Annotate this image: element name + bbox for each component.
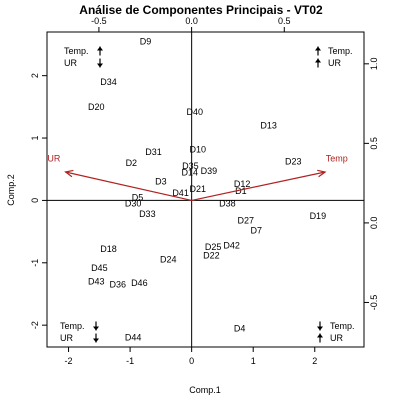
plot-frame: [46, 31, 365, 348]
point-label: D5: [132, 192, 144, 202]
loading-arrow: [191, 171, 326, 202]
corner-label: UR: [328, 58, 341, 68]
point-label: D36: [110, 280, 127, 290]
loading-label: UR: [47, 153, 60, 163]
axis-ticks: -2 -1 0 1 2 -2 -1 0 1 2 -0.5 0.0 0.5 -0.5 0.0 0.5 1.0: [30, 16, 379, 366]
arrow-up-icon: [317, 333, 323, 338]
right-tick-label: 0.0: [369, 217, 379, 230]
point-label: D44: [125, 333, 142, 343]
point-label: D27: [238, 215, 255, 225]
right-tick-label: 0.5: [369, 137, 379, 150]
loading-arrowhead: [64, 169, 74, 178]
x-tick-label: -1: [126, 356, 134, 366]
point-label: D24: [160, 255, 177, 265]
point-label: D2: [126, 158, 138, 168]
zero-reference-lines: [47, 32, 364, 347]
point-label: D30: [125, 199, 142, 209]
point-label: D38: [219, 199, 236, 209]
arrow-down-icon: [97, 63, 103, 68]
point-label: D43: [88, 277, 105, 287]
point-label: D3: [155, 177, 167, 187]
corner-label: Temp.: [330, 321, 355, 331]
point-label: D1: [235, 186, 247, 196]
corner-label: Temp.: [60, 321, 85, 331]
corner-label: UR: [60, 333, 73, 343]
point-label: D33: [139, 209, 156, 219]
point-label: D39: [201, 166, 218, 176]
point-label: D45: [91, 263, 108, 273]
point-label: D14: [182, 167, 199, 177]
corner-label: UR: [330, 333, 343, 343]
point-label: D12: [234, 179, 251, 189]
y-tick-label: -2: [30, 321, 40, 329]
variable-loadings: UR Temp: [47, 153, 348, 202]
point-label: D34: [100, 77, 117, 87]
y-tick-label: 0: [30, 198, 40, 203]
point-label: D10: [190, 144, 207, 154]
point-label: D42: [223, 240, 240, 250]
point-label: D20: [88, 102, 105, 112]
point-label: D13: [260, 121, 277, 131]
y-tick-label: -1: [30, 259, 40, 267]
arrow-up-icon: [315, 46, 321, 51]
point-label: D35: [182, 161, 199, 171]
y-axis-label: Comp.2: [6, 174, 16, 206]
right-tick-label: -0.5: [369, 295, 379, 311]
top-tick-label: -0.5: [91, 16, 107, 26]
arrow-up-icon: [315, 58, 321, 63]
x-tick-label: 2: [312, 356, 317, 366]
point-label: D40: [186, 107, 203, 117]
x-axis-label: Comp.1: [189, 385, 221, 395]
loading-arrowhead: [317, 169, 327, 178]
chart-title: Análise de Componentes Principais - VT02: [79, 3, 323, 17]
y-tick-label: 1: [30, 136, 40, 141]
top-tick-label: 0.0: [185, 16, 198, 26]
arrow-down-icon: [93, 326, 99, 331]
point-label: D21: [190, 184, 207, 194]
point-label: D22: [203, 250, 220, 260]
arrow-down-icon: [93, 338, 99, 343]
right-tick-label: 1.0: [369, 58, 379, 71]
point-label: D18: [100, 244, 117, 254]
point-label: D4: [234, 323, 246, 333]
point-label: D7: [251, 225, 263, 235]
point-label: D41: [172, 188, 189, 198]
point-label: D25: [205, 242, 222, 252]
point-label: D9: [140, 36, 152, 46]
loading-arrow: [65, 171, 192, 202]
top-tick-label: 0.5: [278, 16, 291, 26]
point-label: D46: [131, 278, 148, 288]
corner-annotations: Temp. UR Temp. UR Temp. UR Temp. UR: [60, 46, 355, 343]
loading-label: Temp: [326, 154, 348, 164]
point-label: D23: [285, 157, 302, 167]
x-tick-label: 1: [251, 356, 256, 366]
corner-label: Temp.: [64, 46, 89, 56]
point-label: D19: [310, 211, 327, 221]
y-tick-label: 2: [30, 73, 40, 78]
x-tick-label: 0: [189, 356, 194, 366]
point-label: D31: [145, 147, 162, 157]
corner-label: UR: [64, 58, 77, 68]
arrow-down-icon: [317, 326, 323, 331]
arrow-up-icon: [97, 46, 103, 51]
corner-label: Temp.: [328, 46, 353, 56]
x-tick-label: -2: [65, 356, 73, 366]
